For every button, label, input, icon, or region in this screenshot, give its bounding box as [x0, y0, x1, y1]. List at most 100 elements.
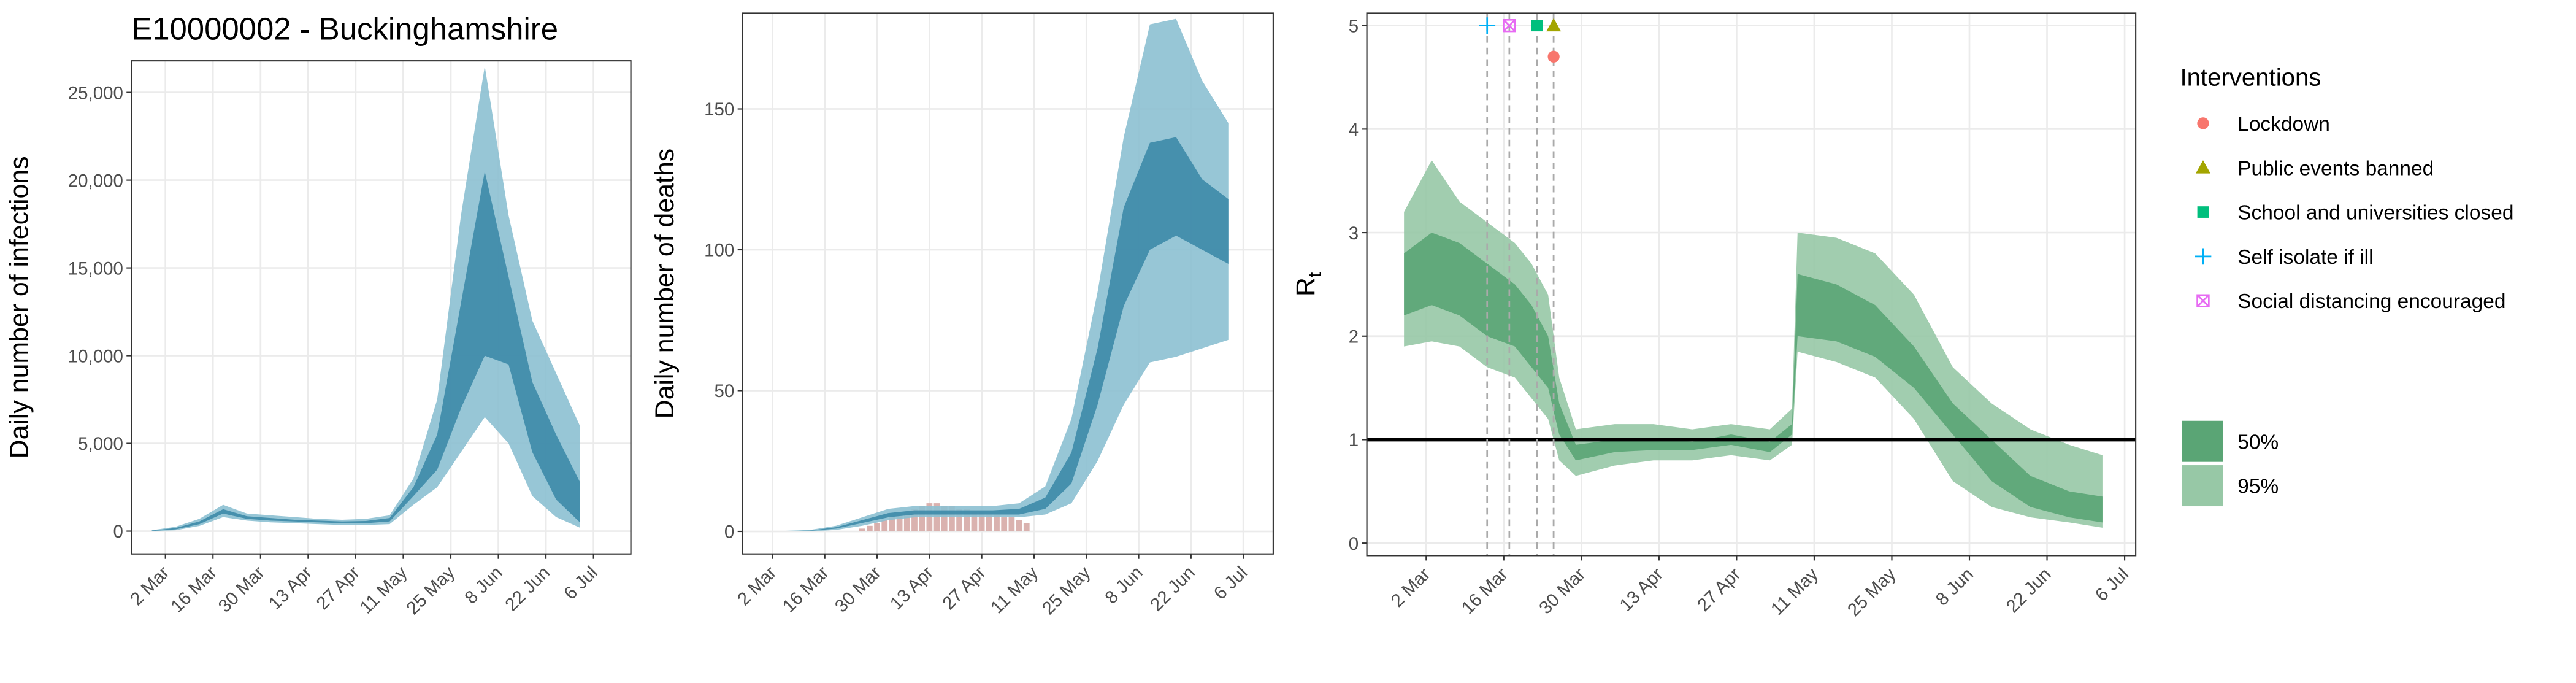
- x-tick-label: 11 May: [1767, 564, 1822, 619]
- band: [151, 66, 580, 531]
- marker: [1546, 18, 1562, 32]
- marker: [2196, 294, 2210, 307]
- x-tick-label: 16 Mar: [779, 562, 833, 616]
- observed-bar: [881, 520, 888, 531]
- y-axis-title: Daily number of infections: [5, 156, 34, 458]
- marker: [1531, 20, 1543, 32]
- x-tick-label: 13 Apr: [1616, 564, 1667, 615]
- observed-bar: [1001, 517, 1008, 531]
- marker: [2195, 248, 2212, 265]
- observed-bar: [949, 506, 955, 531]
- band: [151, 171, 580, 531]
- x-tick-label: 30 Mar: [1535, 564, 1589, 618]
- observed-bar: [956, 509, 962, 531]
- marker-plus: [1479, 17, 1496, 34]
- observed-bar: [964, 509, 970, 531]
- legend-title: Interventions: [2180, 63, 2321, 91]
- marker-boxx: [2196, 294, 2210, 307]
- legend-label: Public events banned: [2237, 157, 2434, 180]
- x-tick-label: 25 May: [1038, 562, 1095, 619]
- marker: [2197, 206, 2209, 218]
- x-tick-label: 13 Apr: [886, 562, 938, 614]
- observed-bar: [903, 511, 910, 531]
- y-tick-label: 3: [1349, 223, 1359, 244]
- x-tick-label: 27 Apr: [1693, 564, 1745, 615]
- y-tick-label: 25,000: [68, 83, 123, 103]
- marker-circle: [2197, 117, 2209, 129]
- x-tick-label: 2 Mar: [1387, 564, 1435, 611]
- x-tick-label: 11 May: [987, 562, 1042, 617]
- legend-label: Self isolate if ill: [2237, 246, 2373, 269]
- y-tick-label: 0: [113, 522, 123, 542]
- y-tick-label: 5: [1349, 16, 1359, 36]
- marker: [2195, 160, 2211, 174]
- y-tick-label: 150: [704, 99, 734, 120]
- legend-swatch: [2182, 420, 2223, 462]
- x-tick-label: 8 Jun: [1101, 562, 1146, 608]
- marker: [1547, 50, 1560, 63]
- x-tick-label: 27 Apr: [938, 562, 990, 614]
- x-tick-label: 30 Mar: [215, 562, 269, 616]
- x-tick-label: 8 Jun: [461, 562, 506, 608]
- y-tick-label: 20,000: [68, 171, 123, 191]
- x-tick-label: 2 Mar: [734, 562, 781, 609]
- band: [783, 137, 1229, 531]
- x-tick-label: 22 Jun: [501, 562, 554, 615]
- legend-label: 95%: [2237, 476, 2279, 498]
- panel-border: [1366, 12, 2137, 557]
- marker-boxx: [1503, 18, 1516, 33]
- x-tick-label: 6 Jul: [560, 562, 601, 603]
- legend-label: School and universities closed: [2237, 202, 2513, 225]
- y-tick-label: 50: [715, 381, 735, 401]
- observed-bar: [911, 509, 918, 531]
- marker-square: [1531, 20, 1543, 32]
- observed-bar: [866, 525, 873, 531]
- legend-label: Social distancing encouraged: [2237, 290, 2505, 313]
- observed-bar: [874, 523, 880, 531]
- observed-bar: [933, 503, 940, 531]
- x-tick-label: 16 Mar: [1458, 564, 1512, 618]
- observed-bar: [1008, 517, 1015, 531]
- observed-bar: [994, 514, 1000, 531]
- legend-swatch: [2182, 465, 2223, 507]
- observed-bar: [941, 506, 948, 531]
- y-tick-label: 5,000: [78, 434, 123, 454]
- y-tick-label: 10,000: [68, 346, 123, 366]
- y-tick-label: 2: [1349, 326, 1359, 347]
- x-tick-label: 30 Mar: [831, 562, 885, 616]
- x-tick-label: 16 Mar: [167, 562, 221, 616]
- x-tick-label: 22 Jun: [1146, 562, 1199, 615]
- y-tick-label: 1: [1349, 430, 1359, 450]
- marker-triangle: [2195, 160, 2211, 174]
- x-tick-label: 13 Apr: [265, 562, 316, 614]
- marker: [1503, 18, 1516, 33]
- x-tick-label: 25 May: [1844, 564, 1900, 620]
- y-tick-label: 4: [1349, 120, 1359, 140]
- observed-bar: [926, 503, 933, 531]
- x-tick-label: 27 Apr: [312, 562, 364, 614]
- observed-bar: [889, 517, 895, 531]
- x-tick-label: 11 May: [356, 562, 411, 617]
- observed-bar: [986, 514, 992, 531]
- panel-border: [742, 12, 1274, 555]
- y-axis-title-sub: t: [1305, 272, 1325, 277]
- chart-title: E10000002 - Buckinghamshire: [131, 11, 558, 46]
- observed-bar: [971, 511, 978, 531]
- observed-bar: [1016, 520, 1022, 531]
- marker-plus: [2195, 248, 2212, 265]
- marker: [2197, 117, 2209, 129]
- legend-label: 50%: [2237, 431, 2279, 453]
- x-tick-label: 8 Jun: [1932, 564, 1977, 609]
- x-tick-label: 6 Jul: [2091, 564, 2133, 605]
- y-tick-label: 0: [724, 522, 734, 542]
- marker-triangle: [1546, 18, 1562, 32]
- y-tick-label: 0: [1349, 534, 1359, 554]
- legend-label: Lockdown: [2237, 113, 2330, 136]
- y-axis-title-main: R: [1291, 277, 1321, 296]
- observed-bar: [919, 506, 926, 531]
- y-tick-label: 15,000: [68, 258, 123, 279]
- observed-bar: [978, 511, 985, 531]
- band: [1404, 160, 2103, 528]
